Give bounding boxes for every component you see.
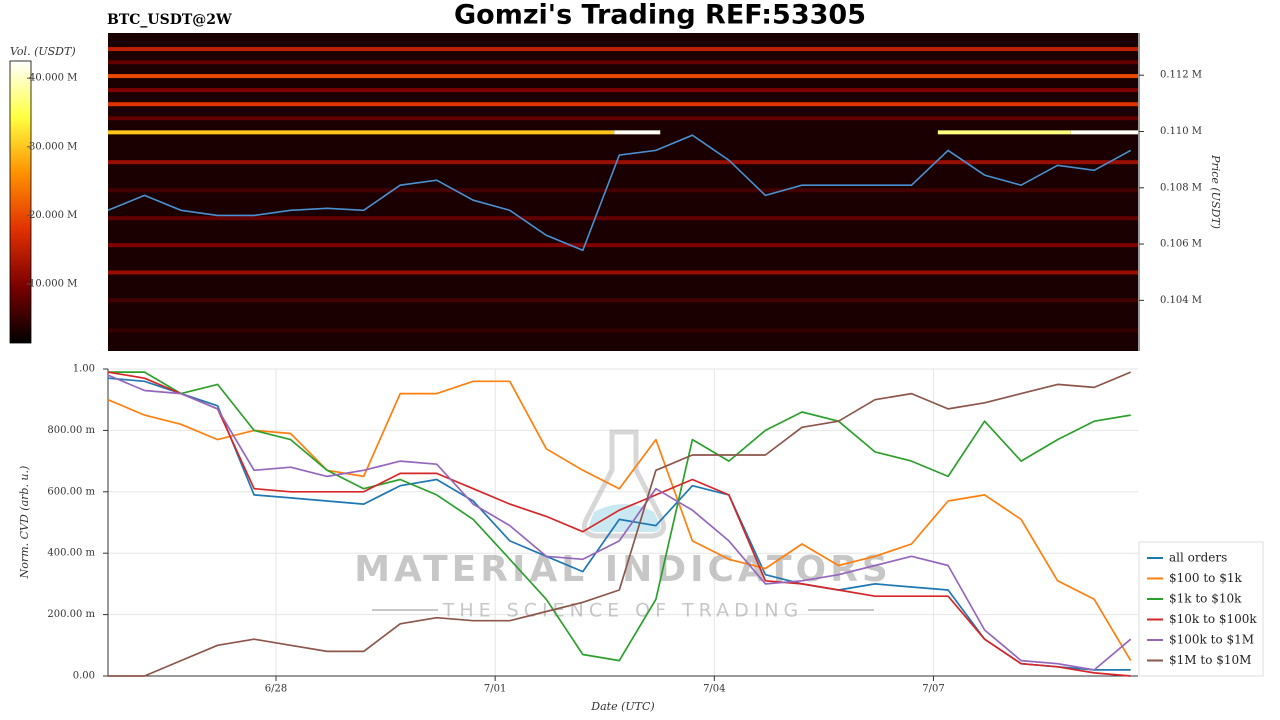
page-title: Gomzi's Trading REF:53305 — [454, 0, 866, 31]
heat-band — [108, 270, 1138, 275]
colorbar-tick-label: 10.000 M — [29, 278, 77, 289]
y-tick-label: 0.112 M — [1160, 70, 1202, 81]
x-axis-label: Date (UTC) — [590, 700, 654, 713]
y-tick-label: 200.00 m — [47, 609, 95, 620]
y-tick-label: 0.104 M — [1160, 295, 1202, 306]
heat-band — [108, 47, 1138, 52]
x-tick-label: 7/04 — [703, 684, 725, 695]
series-line — [107, 374, 1132, 671]
y-tick-label: 400.00 m — [47, 548, 95, 559]
cvd-lines — [107, 371, 1132, 677]
colorbar-label: Vol. (USDT) — [10, 45, 76, 58]
heat-band — [108, 243, 1138, 248]
legend-label: $10k to $100k — [1169, 612, 1257, 626]
colorbar-tick-label: 30.000 M — [29, 141, 77, 152]
chart-title: BTC_USDT@2W — [107, 12, 232, 28]
heat-band — [108, 116, 1138, 121]
y-tick-label: 0.108 M — [1160, 182, 1202, 193]
x-tick-label: 7/01 — [484, 684, 506, 695]
x-tick-label: 6/28 — [265, 684, 287, 695]
legend-label: $100 to $1k — [1169, 571, 1242, 585]
y-tick-label: 600.00 m — [47, 486, 95, 497]
legend-box — [1138, 541, 1264, 677]
y-tick-label: 0.00 — [73, 671, 95, 682]
heat-band — [108, 188, 1138, 193]
legend-label: $1k to $10k — [1169, 592, 1242, 606]
legend: all orders $100 to $1k $1k to $10k $10k to … — [1138, 541, 1264, 677]
heat-band — [614, 130, 661, 135]
flask-liquid — [588, 504, 661, 532]
heat-band — [108, 160, 1138, 165]
heat-band — [108, 328, 1138, 333]
series-line — [108, 371, 1131, 662]
heat-band — [108, 74, 1138, 79]
heat-band — [108, 60, 1138, 65]
y-tick-label: 0.106 M — [1160, 239, 1202, 250]
legend-label: all orders — [1169, 551, 1227, 565]
legend-label: $100k to $1M — [1169, 633, 1254, 647]
price-line — [107, 134, 1132, 252]
y-axis-label: Price (USDT) — [1209, 154, 1222, 229]
colorbar — [9, 60, 32, 344]
heat-band — [108, 216, 1138, 221]
heat-band — [937, 130, 1071, 135]
watermark-subtitle: THE SCIENCE OF TRADING — [442, 600, 804, 622]
heat-band — [108, 298, 1138, 303]
y-tick-label: 800.00 m — [47, 425, 95, 436]
legend-label: $1M to $10M — [1169, 653, 1251, 667]
x-tick-label: 7/07 — [922, 684, 944, 695]
heat-band — [108, 88, 1138, 93]
y-tick-label: 1.00 — [73, 364, 95, 375]
series-line — [107, 377, 1131, 671]
y-axis-label: Norm. CVD (arb. u.) — [18, 466, 31, 580]
heat-band — [108, 130, 615, 135]
colorbar-tick-label: 40.000 M — [29, 73, 77, 84]
series-line — [107, 371, 1131, 677]
flask-icon — [581, 429, 667, 539]
heatmap-chart: BTC_USDT@2W 0.104 M 0.106 M 0.108 M 0.110 M 0… — [9, 12, 1222, 351]
colorbar-tick-label: 20.000 M — [29, 210, 77, 221]
heat-band — [1070, 130, 1138, 135]
cvd-chart: 0.00 200.00 m 400.00 m 600.00 m 800.00 m 1.00… — [18, 364, 1138, 713]
series-line — [107, 380, 1132, 662]
watermark-title: MATERIAL INDICATORS — [354, 549, 892, 590]
y-tick-label: 0.110 M — [1160, 126, 1202, 137]
series-line — [108, 371, 1132, 677]
heat-band — [108, 102, 1138, 107]
